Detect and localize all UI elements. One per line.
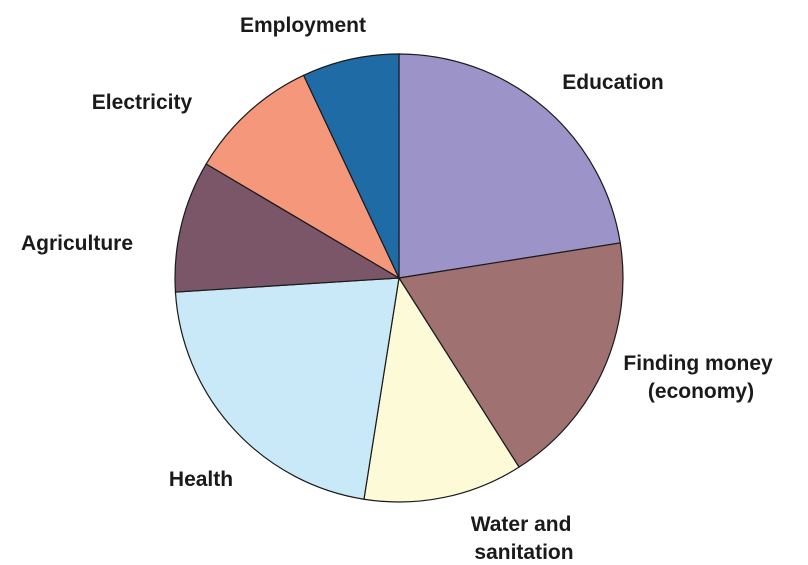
slice-label-employment: Employment	[240, 14, 366, 37]
pie-slices	[174, 53, 624, 503]
slice-label-agriculture: Agriculture	[21, 232, 133, 255]
pie-slice-finding-money-economy	[398, 242, 624, 468]
pie-slice-agriculture	[174, 163, 401, 293]
pie-slice-education	[398, 53, 621, 279]
slice-label-finding-money: Finding money (economy)	[623, 352, 778, 403]
pie-slice-employment	[302, 53, 400, 279]
pie-slice-electricity	[205, 74, 401, 280]
slice-label-education: Education	[562, 71, 664, 94]
slice-label-water-and-sanitation: Water and sanitation	[471, 513, 578, 564]
slice-label-health: Health	[169, 468, 233, 491]
pie-slice-health	[174, 277, 400, 500]
pie-labels: Education Finding money (economy) Water …	[21, 14, 778, 564]
slice-label-electricity: Electricity	[92, 91, 193, 114]
pie-slice-water-and-sanitation	[363, 276, 520, 503]
